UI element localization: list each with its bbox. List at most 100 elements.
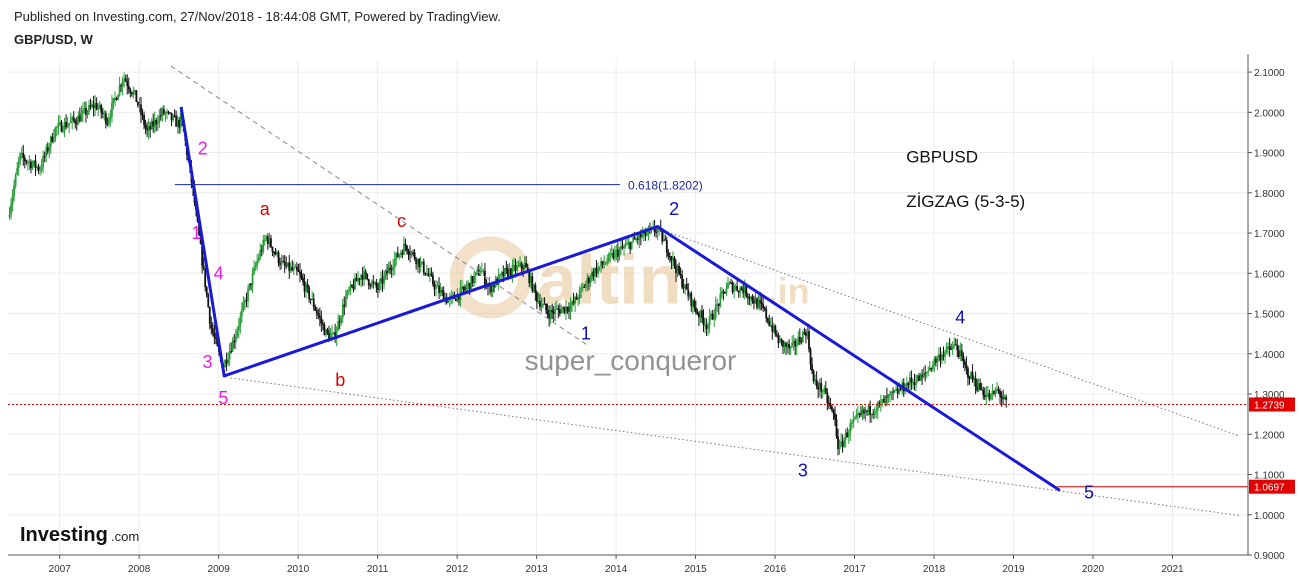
candle-body — [271, 246, 274, 252]
candle-body — [838, 443, 841, 450]
candle-body — [503, 268, 506, 277]
candle-body — [704, 324, 706, 326]
candle-body — [583, 286, 586, 288]
candle-body — [167, 111, 170, 113]
candle-body — [430, 273, 433, 276]
candle-body — [439, 290, 442, 294]
candle-body — [974, 378, 977, 387]
candle-body — [236, 330, 239, 337]
candle-body — [713, 317, 716, 320]
candle-body — [367, 279, 370, 286]
candle-body — [438, 285, 440, 294]
candle-body — [912, 382, 914, 384]
candle-body — [325, 329, 327, 336]
candle-body — [240, 309, 243, 317]
candle-body — [314, 307, 317, 311]
watermark-brand: altin — [538, 240, 682, 318]
candle-body — [537, 300, 540, 302]
candle-body — [114, 97, 116, 99]
candle-body — [172, 115, 174, 120]
target-price-tag: 1.0697 — [1254, 483, 1285, 494]
wave-line — [179, 106, 226, 378]
candle-body — [597, 267, 599, 274]
candle-body — [346, 290, 349, 297]
candle-body — [309, 298, 312, 300]
candle-body — [549, 309, 552, 319]
candle-body — [823, 388, 826, 392]
candle-body — [800, 341, 803, 343]
candle-body — [176, 119, 179, 127]
x-tick-label: 2012 — [446, 564, 469, 575]
candle-body — [840, 441, 842, 444]
candle-body — [299, 271, 301, 275]
candle-body — [456, 294, 459, 302]
candle-body — [91, 104, 93, 107]
candle-body — [639, 233, 642, 238]
candle-body — [798, 336, 801, 342]
candle-body — [601, 261, 604, 265]
y-tick-label: 1.0000 — [1254, 511, 1285, 522]
candle-body — [480, 270, 483, 273]
candle-body — [525, 262, 528, 268]
candle-body — [956, 344, 959, 351]
candle-body — [869, 405, 872, 416]
candle-body — [204, 268, 207, 288]
candle-body — [123, 78, 126, 81]
candle-body — [146, 127, 149, 131]
candle-body — [702, 317, 705, 325]
candle-body — [760, 302, 763, 305]
candle-body — [835, 419, 838, 437]
published-caption: Published on Investing.com, 27/Nov/2018 … — [14, 9, 501, 24]
y-tick-label: 1.1000 — [1254, 471, 1285, 482]
candle-body — [155, 120, 158, 125]
candle-body — [531, 276, 534, 292]
candle-body — [464, 289, 466, 291]
candle-body — [433, 284, 436, 290]
candle-body — [960, 350, 963, 357]
candle-body — [62, 131, 64, 133]
candle-body — [144, 124, 147, 128]
candle-body — [864, 410, 867, 414]
trend-line — [659, 228, 1241, 437]
candle-body — [534, 284, 537, 293]
wave-label: 5 — [1084, 483, 1094, 503]
candle-body — [300, 274, 303, 279]
candle-body — [363, 271, 366, 280]
candle-body — [696, 312, 699, 314]
candle-body — [598, 266, 601, 268]
candle-body — [623, 246, 625, 248]
candle-body — [467, 282, 470, 287]
candle-body — [393, 259, 396, 268]
candle-body — [759, 300, 761, 303]
candle-body — [878, 402, 881, 404]
candle-body — [42, 156, 45, 168]
candle-body — [589, 278, 592, 283]
wave-label: 5 — [218, 388, 228, 408]
candle-body — [291, 267, 294, 270]
candle-body — [317, 313, 320, 316]
candle-body — [855, 414, 858, 418]
candle-body — [138, 104, 141, 106]
candle-body — [694, 307, 697, 313]
candle-body — [520, 262, 523, 268]
candle-body — [791, 342, 794, 347]
candle-body — [45, 147, 48, 157]
candle-body — [289, 267, 292, 271]
candle-body — [831, 406, 833, 410]
candle-body — [808, 331, 810, 350]
candle-body — [610, 253, 613, 255]
candle-body — [54, 127, 57, 138]
candle-body — [257, 257, 260, 261]
candle-body — [994, 389, 997, 394]
candle-body — [971, 372, 974, 381]
candle-body — [19, 153, 22, 161]
y-tick-label: 1.7000 — [1254, 229, 1285, 240]
candle-body — [560, 308, 563, 314]
x-tick-label: 2009 — [208, 564, 231, 575]
candle-body — [954, 344, 957, 346]
candle-body — [337, 320, 340, 331]
candle-body — [948, 346, 951, 350]
fib-label: 0.618(1.8202) — [628, 179, 703, 193]
candle-body — [268, 238, 271, 245]
